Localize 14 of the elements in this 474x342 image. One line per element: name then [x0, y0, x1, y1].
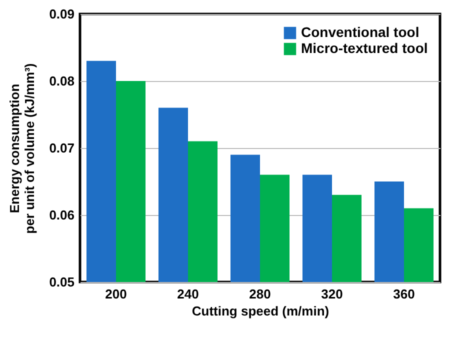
y-tick-label: 0.06: [49, 208, 74, 222]
y-tick-label: 0.05: [49, 274, 74, 290]
x-tick-label: 360: [393, 286, 415, 302]
legend-label: Conventional tool: [301, 24, 420, 40]
x-tick-label: 240: [177, 286, 199, 302]
x-axis-title: Cutting speed (m/min): [192, 304, 330, 318]
y-tick-label: 0.07: [49, 140, 74, 156]
x-tick-label: 200: [105, 286, 127, 302]
y-tick-label: 0.09: [49, 6, 74, 22]
legend-label: Micro-textured tool: [301, 40, 428, 56]
x-tick-label: 320: [321, 286, 343, 302]
y-axis-title: Energy consumption per unit of volume (kJ/mm³): [7, 63, 38, 234]
y-tick-label: 0.08: [49, 74, 74, 88]
x-tick-label: 280: [249, 286, 271, 302]
